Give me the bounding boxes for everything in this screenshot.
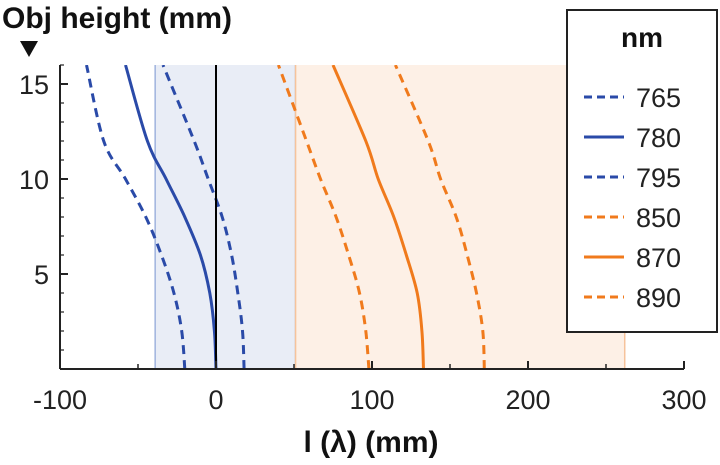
x-tick-label: -100: [33, 385, 87, 415]
legend-label-850: 850: [636, 203, 681, 233]
series-line-850: [276, 65, 371, 369]
x-tick-label: 300: [661, 385, 706, 415]
x-tick-label: 200: [505, 385, 550, 415]
x-axis-title: l (λ) (mm): [304, 426, 439, 459]
band-0: [155, 65, 296, 369]
series-line-765: [85, 65, 187, 369]
background-bands: [154, 65, 626, 369]
legend-title: nm: [621, 22, 663, 53]
x-tick-label: 0: [208, 385, 223, 415]
series-curves: [85, 65, 486, 369]
legend-label-795: 795: [636, 163, 681, 193]
legend-box: [566, 9, 718, 333]
legend-label-870: 870: [636, 243, 681, 273]
series-line-890: [394, 65, 486, 369]
series-line-780: [124, 65, 218, 369]
y-tick-label: 5: [34, 260, 49, 290]
y-tick-label: 15: [19, 70, 49, 100]
legend-label-890: 890: [636, 283, 681, 313]
y-axis-arrow-icon: [20, 41, 38, 57]
y-tick-label: 10: [19, 165, 49, 195]
series-line-870: [331, 65, 425, 369]
x-tick-label: 100: [349, 385, 394, 415]
legend: nm 765 780 795 850 870 890: [566, 9, 718, 333]
series-line-795: [161, 65, 246, 369]
legend-label-780: 780: [636, 123, 681, 153]
legend-label-765: 765: [636, 83, 681, 113]
axes: -100 0 100 200 300 5 10 15: [19, 64, 707, 415]
y-axis-title: Obj height (mm): [2, 2, 232, 35]
